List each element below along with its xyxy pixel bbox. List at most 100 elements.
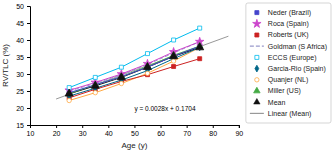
legend-symbol: [255, 55, 259, 59]
marker: [145, 71, 149, 75]
legend-symbol: [255, 33, 259, 37]
series-line: [56, 36, 228, 99]
tick: 45: [16, 20, 30, 27]
legend-label: Miller (US): [268, 87, 301, 95]
tick-label: 20: [16, 105, 24, 112]
marker: [172, 38, 176, 42]
tick-label: 35: [16, 54, 24, 61]
tick: 60: [157, 125, 165, 137]
tick: 20: [16, 105, 30, 112]
tick-mark: [82, 125, 83, 128]
marker: [66, 90, 72, 96]
tick-label: 40: [105, 130, 113, 137]
legend-line: [250, 46, 264, 47]
chart: Neder (Brazil) Roca (Spain) Roberts (UK) Go…: [0, 0, 334, 151]
series-line: [69, 59, 200, 98]
marker: [119, 65, 123, 69]
tick-label: 45: [16, 20, 24, 27]
legend-symbol: [253, 19, 261, 27]
marker: [172, 65, 176, 69]
marker: [93, 91, 97, 95]
tick-mark: [27, 23, 30, 24]
tick-label: 30: [16, 71, 24, 78]
marker: [198, 57, 202, 61]
series-line: [69, 46, 200, 93]
tick-mark: [108, 125, 109, 128]
tick-label: 80: [209, 130, 217, 137]
marker: [170, 52, 178, 59]
plot: 1020304050607080901520253035404550y = 0.…: [16, 3, 243, 137]
series-line: [69, 42, 200, 91]
series-line: [69, 28, 200, 88]
marker: [198, 26, 202, 30]
marker: [171, 59, 175, 63]
tick-mark: [27, 40, 30, 41]
marks: [56, 26, 228, 103]
tick-mark: [27, 6, 30, 7]
legend-item: ECCS (Europe): [255, 54, 317, 62]
legend-symbol: [255, 11, 259, 15]
legend-item: Quanjer (NL): [255, 76, 309, 84]
x-axis-title: Age (y): [122, 141, 148, 150]
tick-mark: [213, 125, 214, 128]
annotation: y = 0.0028x + 0.1704: [134, 105, 195, 113]
tick: 15: [16, 122, 30, 129]
tick: 10: [27, 125, 35, 137]
legend-line: [250, 113, 264, 114]
tick: 80: [209, 125, 217, 137]
series-line: [69, 47, 200, 100]
y-axis: 1520253035404550: [16, 3, 30, 129]
marker: [65, 89, 73, 96]
tick-mark: [56, 125, 57, 128]
tick-label: 10: [27, 130, 35, 137]
marker: [119, 81, 123, 85]
tick-mark: [187, 125, 188, 128]
tick: 30: [79, 125, 87, 137]
tick-mark: [239, 125, 240, 128]
legend-item: Neder (Brazil): [255, 9, 311, 17]
marker: [145, 52, 149, 56]
tick: 90: [235, 125, 243, 137]
legend-symbol: [254, 87, 260, 93]
legend-item: Garcia-Rio (Spain): [255, 65, 326, 73]
tick-mark: [27, 91, 30, 92]
tick: 40: [105, 125, 113, 137]
legend-label: Neder (Brazil): [268, 9, 311, 17]
legend-label: Roberts (UK): [268, 31, 309, 39]
legend-label: Goldman (S Africa): [268, 43, 327, 51]
marker: [67, 98, 71, 102]
tick-mark: [27, 74, 30, 75]
legend-symbol: [254, 98, 260, 104]
marker: [117, 73, 125, 80]
tick: 30: [16, 71, 30, 78]
tick-mark: [27, 57, 30, 58]
legend-frame: [246, 3, 331, 123]
legend-item: Roberts (UK): [255, 31, 309, 39]
marker: [143, 63, 151, 70]
legend-label: Garcia-Rio (Spain): [268, 65, 326, 73]
tick-label: 50: [16, 3, 24, 10]
x-axis: 102030405060708090: [27, 125, 244, 137]
legend-label: Roca (Spain): [268, 20, 309, 28]
axis-line: [31, 126, 240, 129]
tick-label: 15: [16, 122, 24, 129]
tick-mark: [161, 125, 162, 128]
tick-label: 50: [131, 130, 139, 137]
marker: [196, 43, 204, 50]
tick-label: 40: [16, 37, 24, 44]
marker: [93, 75, 97, 79]
tick-mark: [27, 125, 30, 126]
tick-mark: [27, 108, 30, 109]
legend-symbol: [255, 65, 259, 72]
legend: Neder (Brazil) Roca (Spain) Roberts (UK) Go…: [246, 3, 331, 123]
tick-label: 90: [235, 130, 243, 137]
axis-line: [27, 7, 31, 126]
legend-item: Linear (Mean): [250, 110, 312, 118]
y-axis-title: RV/TLC (%): [1, 44, 10, 87]
tick: 40: [16, 37, 30, 44]
tick: 50: [131, 125, 139, 137]
tick: 35: [16, 54, 30, 61]
tick-mark: [134, 125, 135, 128]
tick: 50: [16, 3, 30, 10]
legend-label: Mean: [268, 99, 286, 106]
